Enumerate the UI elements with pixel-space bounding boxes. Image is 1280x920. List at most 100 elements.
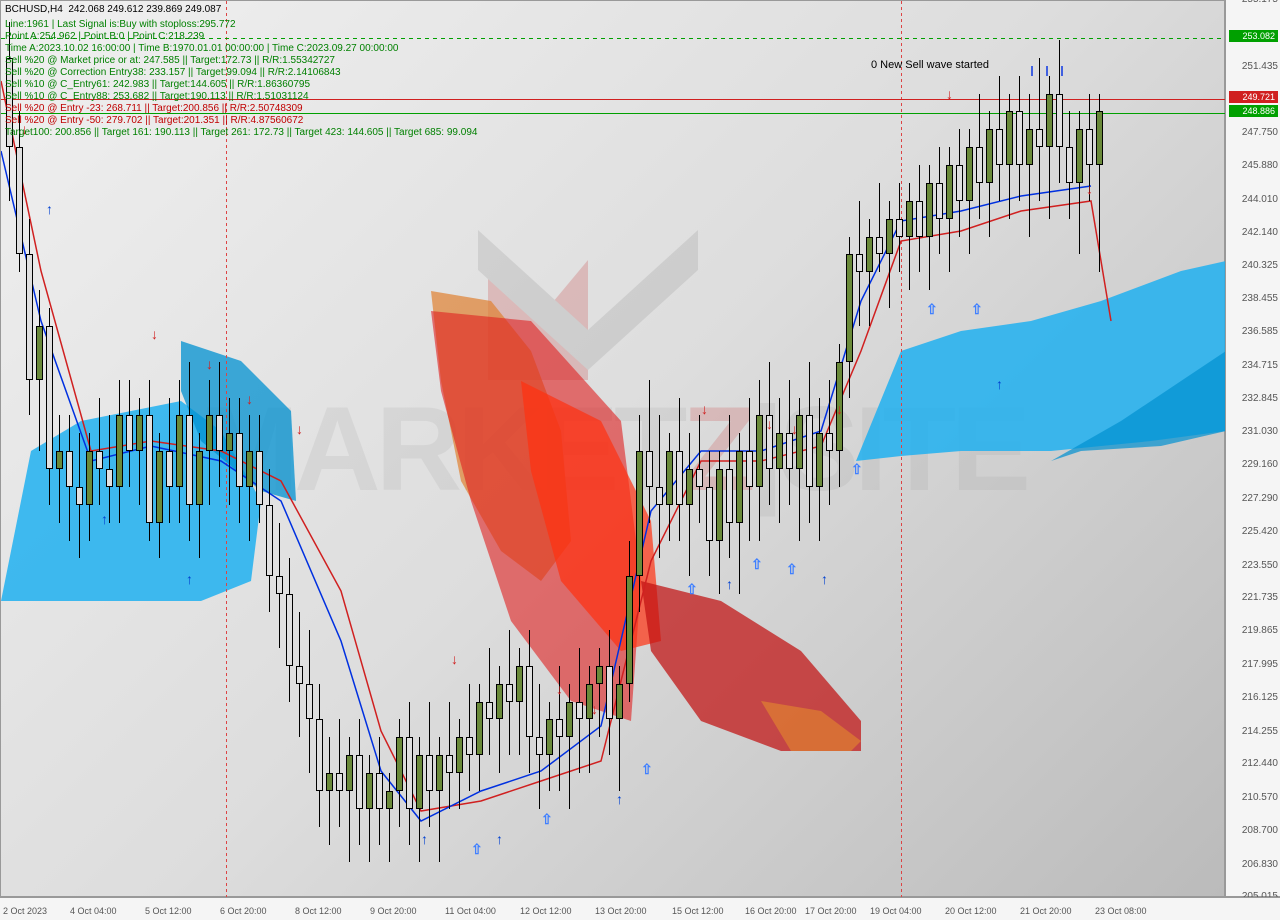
arrow-down-red: ↓ [836, 401, 843, 417]
y-tick: 236.585 [1227, 326, 1278, 337]
arrow-up-blue: ↑ [421, 831, 428, 847]
price-label: 253.082 [1229, 30, 1278, 42]
candle [686, 433, 693, 576]
y-tick: 217.995 [1227, 659, 1278, 670]
arrow-up-blue: ↑ [996, 376, 1003, 392]
arrow-down-red: ↓ [246, 391, 253, 407]
candle [446, 702, 453, 809]
info-line: Sell %20 @ Correction Entry38: 233.157 |… [5, 67, 341, 78]
price-label: 249.721 [1229, 91, 1278, 103]
candle [1006, 94, 1013, 219]
x-tick: 19 Oct 04:00 [870, 906, 922, 916]
y-tick: 231.030 [1227, 426, 1278, 437]
candle [186, 362, 193, 541]
vline [901, 1, 902, 898]
candle [326, 737, 333, 844]
arrow-down-red: ↓ [791, 421, 798, 437]
arrow-up-blue-outline: ⇧ [926, 301, 938, 318]
candle [786, 380, 793, 505]
candle [426, 702, 433, 827]
y-tick: 255.175 [1227, 0, 1278, 5]
candle [526, 630, 533, 773]
candle [776, 398, 783, 523]
candle [856, 201, 863, 326]
candle [816, 398, 823, 541]
arrow-down-red: ↓ [151, 326, 158, 342]
candle [336, 719, 343, 826]
y-tick: 229.160 [1227, 459, 1278, 470]
arrow-down-red: ↓ [701, 401, 708, 417]
candle [906, 183, 913, 290]
x-tick: 12 Oct 12:00 [520, 906, 572, 916]
candle [626, 541, 633, 702]
candle [236, 398, 243, 523]
price-axis: 255.175253.082251.435249.721248.886247.7… [1225, 0, 1280, 897]
info-line: Sell %20 @ Market price or at: 247.585 |… [5, 55, 335, 66]
sell-wave-annotation: 0 New Sell wave started [871, 59, 989, 71]
x-tick: 21 Oct 20:00 [1020, 906, 1072, 916]
time-axis: 2 Oct 20234 Oct 04:005 Oct 12:006 Oct 20… [0, 897, 1280, 920]
candle [486, 648, 493, 755]
candle [796, 398, 803, 541]
candle [286, 558, 293, 701]
candle [216, 362, 223, 487]
candle [746, 398, 753, 541]
arrow-up-blue-outline: ⇧ [786, 561, 798, 578]
y-tick: 234.715 [1227, 360, 1278, 371]
candle [456, 719, 463, 808]
x-tick: 8 Oct 12:00 [295, 906, 342, 916]
candle [936, 147, 943, 254]
y-tick: 225.420 [1227, 526, 1278, 537]
info-line: Sell %20 @ Entry -50: 279.702 || Target:… [5, 115, 303, 126]
candle [386, 773, 393, 862]
candle [1046, 76, 1053, 219]
candle [1036, 58, 1043, 201]
arrow-up-blue: ↑ [46, 201, 53, 217]
candle [176, 380, 183, 523]
candle [256, 415, 263, 522]
y-tick: 247.750 [1227, 127, 1278, 138]
candle [976, 94, 983, 219]
x-tick: 5 Oct 12:00 [145, 906, 192, 916]
y-tick: 244.010 [1227, 194, 1278, 205]
candle [546, 702, 553, 791]
x-tick: 9 Oct 20:00 [370, 906, 417, 916]
y-tick: 210.570 [1227, 792, 1278, 803]
candle [1026, 94, 1033, 237]
candle [476, 684, 483, 791]
candle [346, 737, 353, 862]
info-line: Point A:254.962 | Point B:0 | Point C:21… [5, 31, 204, 42]
candle [916, 165, 923, 272]
x-tick: 2 Oct 2023 [3, 906, 47, 916]
y-tick: 223.550 [1227, 560, 1278, 571]
candle [966, 129, 973, 254]
candle [986, 111, 993, 236]
candle [696, 415, 703, 522]
candle [806, 362, 813, 523]
candle [66, 415, 73, 540]
candle [376, 737, 383, 844]
candle [576, 648, 583, 773]
candle [676, 398, 683, 541]
arrow-down-red: ↓ [591, 701, 598, 717]
info-line: Sell %10 @ C_Entry88: 253.682 || Target:… [5, 91, 309, 102]
arrow-up-blue-outline: ⇧ [641, 761, 653, 778]
candle [926, 165, 933, 290]
y-tick: 232.845 [1227, 393, 1278, 404]
arrow-down-red: ↓ [296, 421, 303, 437]
chart-area[interactable]: MARKETZ|SITE ↓↑↑↓↑↓↓↓↑↓⇧↑⇧↓↓↑⇧⇧↓↑⇧↓↓⇧↑↓⇧… [0, 0, 1225, 897]
candle [616, 666, 623, 791]
candle [566, 684, 573, 809]
candle [646, 380, 653, 523]
candle [516, 648, 523, 755]
x-tick: 23 Oct 08:00 [1095, 906, 1147, 916]
candle [506, 630, 513, 755]
x-tick: 16 Oct 20:00 [745, 906, 797, 916]
small-tick [1031, 66, 1033, 76]
candle [606, 630, 613, 755]
x-tick: 17 Oct 20:00 [805, 906, 857, 916]
candle [96, 398, 103, 505]
candle [536, 684, 543, 809]
candle [736, 433, 743, 594]
candle [496, 666, 503, 773]
